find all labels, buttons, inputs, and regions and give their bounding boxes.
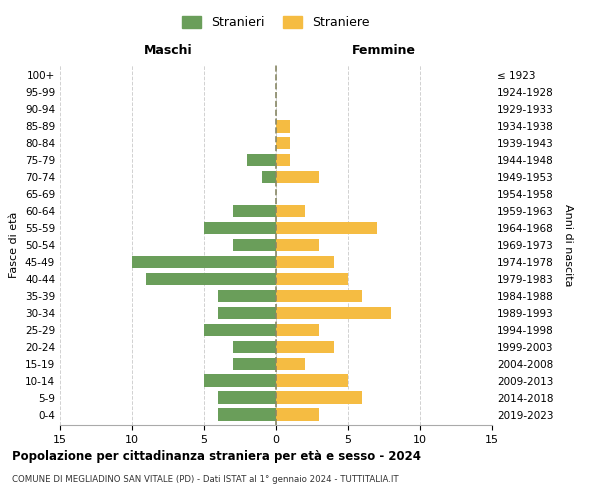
- Bar: [276, 238, 319, 252]
- Bar: [276, 358, 305, 370]
- Bar: [262, 170, 276, 183]
- Text: Femmine: Femmine: [352, 44, 416, 57]
- Bar: [276, 408, 319, 421]
- Text: Popolazione per cittadinanza straniera per età e sesso - 2024: Popolazione per cittadinanza straniera p…: [12, 450, 421, 463]
- Bar: [204, 374, 276, 387]
- Bar: [276, 154, 290, 166]
- Text: Maschi: Maschi: [143, 44, 193, 57]
- Bar: [233, 238, 276, 252]
- Bar: [204, 222, 276, 234]
- Bar: [132, 256, 276, 268]
- Bar: [276, 324, 319, 336]
- Text: COMUNE DI MEGLIADINO SAN VITALE (PD) - Dati ISTAT al 1° gennaio 2024 - TUTTITALI: COMUNE DI MEGLIADINO SAN VITALE (PD) - D…: [12, 475, 398, 484]
- Bar: [276, 222, 377, 234]
- Bar: [218, 290, 276, 302]
- Bar: [218, 392, 276, 404]
- Bar: [204, 324, 276, 336]
- Bar: [276, 306, 391, 320]
- Y-axis label: Fasce di età: Fasce di età: [10, 212, 19, 278]
- Bar: [247, 154, 276, 166]
- Bar: [276, 392, 362, 404]
- Bar: [276, 374, 348, 387]
- Bar: [233, 358, 276, 370]
- Bar: [276, 136, 290, 149]
- Bar: [276, 290, 362, 302]
- Bar: [276, 340, 334, 353]
- Legend: Stranieri, Straniere: Stranieri, Straniere: [178, 11, 374, 34]
- Bar: [233, 340, 276, 353]
- Bar: [276, 120, 290, 132]
- Bar: [276, 170, 319, 183]
- Bar: [276, 272, 348, 285]
- Bar: [276, 204, 305, 218]
- Bar: [218, 408, 276, 421]
- Y-axis label: Anni di nascita: Anni di nascita: [563, 204, 573, 286]
- Bar: [218, 306, 276, 320]
- Bar: [146, 272, 276, 285]
- Bar: [233, 204, 276, 218]
- Bar: [276, 256, 334, 268]
